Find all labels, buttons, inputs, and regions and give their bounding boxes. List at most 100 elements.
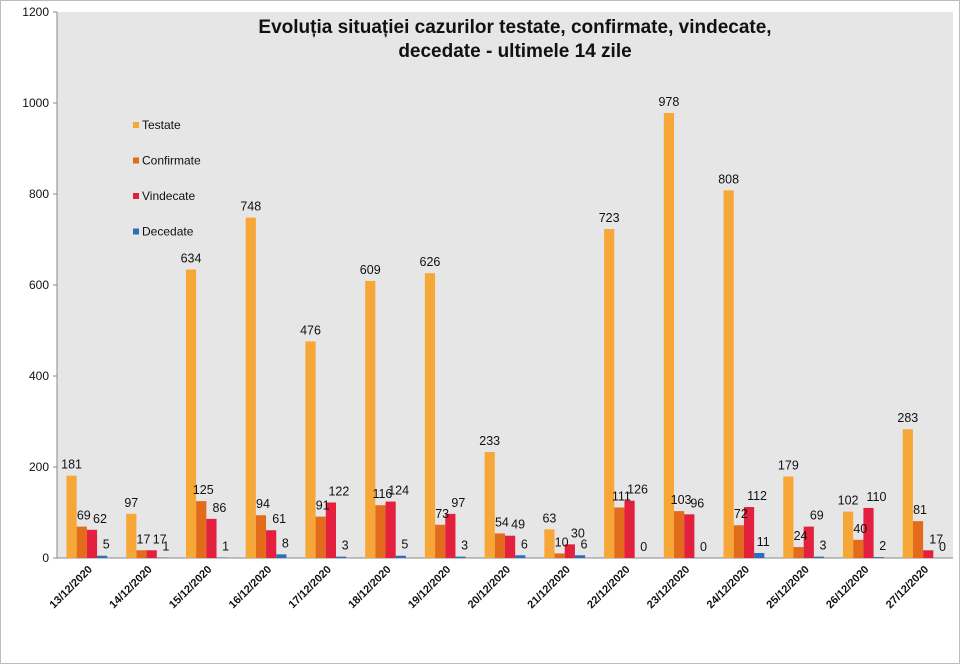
data-label-vindecate: 122 <box>328 484 349 498</box>
data-label-testate: 609 <box>360 263 381 277</box>
data-label-confirmate: 125 <box>193 483 214 497</box>
data-label-decedate: 3 <box>342 539 349 553</box>
data-label-vindecate: 17 <box>929 532 943 546</box>
bar-testate <box>66 475 77 558</box>
bar-decedate <box>813 556 825 558</box>
bar-vindecate <box>86 529 98 558</box>
data-label-confirmate: 54 <box>495 515 509 529</box>
data-label-vindecate: 96 <box>690 496 704 510</box>
bar-vindecate <box>743 507 755 558</box>
data-label-vindecate: 124 <box>388 484 409 498</box>
data-label-vindecate: 86 <box>212 501 226 515</box>
data-label-decedate: 0 <box>939 540 946 554</box>
legend-label-confirmate: Confirmate <box>142 154 201 168</box>
bar-decedate <box>873 557 884 558</box>
bar-vindecate <box>206 518 217 558</box>
data-label-decedate: 11 <box>757 535 770 549</box>
bar-confirmate <box>853 539 864 558</box>
data-label-vindecate: 110 <box>867 490 887 504</box>
data-label-decedate: 0 <box>640 540 647 554</box>
bar-decedate <box>97 555 108 558</box>
data-label-confirmate: 111 <box>612 489 631 503</box>
data-label-vindecate: 30 <box>571 526 585 540</box>
data-label-testate: 808 <box>718 172 739 186</box>
bar-vindecate <box>385 501 396 558</box>
bar-testate <box>365 280 376 558</box>
data-label-testate: 181 <box>61 458 82 472</box>
data-label-vindecate: 69 <box>810 509 824 523</box>
bar-confirmate <box>315 516 326 558</box>
data-label-decedate: 5 <box>401 538 408 552</box>
bar-vindecate <box>624 500 635 558</box>
bar-testate <box>663 113 674 558</box>
data-label-confirmate: 40 <box>853 522 867 536</box>
y-tick-label: 0 <box>42 551 49 565</box>
data-label-decedate: 6 <box>581 537 588 551</box>
bar-confirmate <box>614 507 625 558</box>
legend-label-vindecate: Vindecate <box>142 189 195 203</box>
y-axis-ticks: 0 200 400 600 800 1000 1200 <box>22 5 57 565</box>
bar-vindecate <box>325 502 336 558</box>
data-label-decedate: 5 <box>103 538 110 552</box>
data-label-decedate: 3 <box>461 539 468 553</box>
data-label-vindecate: 97 <box>451 496 465 510</box>
bar-vindecate <box>684 514 695 558</box>
data-label-confirmate: 69 <box>77 509 91 523</box>
bar-testate <box>185 269 197 558</box>
bar-confirmate <box>494 533 505 558</box>
bar-vindecate <box>803 526 814 558</box>
bar-decedate <box>276 554 287 558</box>
data-label-decedate: 6 <box>521 537 528 551</box>
bar-vindecate <box>564 544 575 558</box>
bar-decedate <box>395 555 406 558</box>
legend-swatch-confirmate <box>133 157 139 164</box>
data-label-vindecate: 62 <box>93 512 107 526</box>
bar-testate <box>126 513 137 558</box>
bar-decedate <box>574 555 586 558</box>
y-tick-label: 1200 <box>22 5 49 19</box>
data-label-decedate: 1 <box>162 540 169 554</box>
data-label-confirmate: 10 <box>555 535 569 549</box>
bar-confirmate <box>76 526 87 558</box>
bar-confirmate <box>375 505 386 558</box>
data-label-decedate: 1 <box>222 540 229 554</box>
data-label-vindecate: 49 <box>511 518 525 532</box>
data-label-decedate: 8 <box>282 536 289 550</box>
data-label-testate: 723 <box>599 211 620 225</box>
data-label-testate: 63 <box>542 511 556 525</box>
data-label-testate: 626 <box>420 255 441 269</box>
data-label-confirmate: 91 <box>316 499 330 513</box>
bar-testate <box>723 190 734 559</box>
data-label-testate: 476 <box>300 323 321 337</box>
data-label-testate: 634 <box>181 252 202 266</box>
bar-testate <box>544 529 555 558</box>
bar-testate <box>902 429 913 558</box>
data-label-confirmate: 73 <box>435 507 449 521</box>
y-tick-label: 400 <box>29 369 49 383</box>
data-label-vindecate: 17 <box>153 532 167 546</box>
bar-testate <box>484 451 495 558</box>
bar-decedate <box>754 552 765 558</box>
bar-testate <box>245 217 256 558</box>
legend-swatch-vindecate <box>133 193 139 199</box>
data-label-testate: 978 <box>658 95 679 109</box>
bar-decedate <box>515 555 526 558</box>
legend-swatch-testate <box>133 122 139 128</box>
bar-confirmate <box>733 525 744 558</box>
bar-decedate <box>455 556 466 558</box>
data-label-decedate: 3 <box>819 539 826 553</box>
data-label-confirmate: 94 <box>256 497 270 511</box>
bar-confirmate <box>912 521 924 558</box>
chart-title-line-2: decedate - ultimele 14 zile <box>398 41 631 62</box>
bar-testate <box>783 476 794 558</box>
legend-label-testate: Testate <box>142 118 181 132</box>
data-label-confirmate: 24 <box>794 529 808 543</box>
bar-testate <box>424 273 436 558</box>
bar-vindecate <box>505 535 516 558</box>
data-label-confirmate: 72 <box>734 507 748 521</box>
bar-vindecate <box>445 513 456 558</box>
data-label-testate: 233 <box>479 434 500 448</box>
data-label-decedate: 2 <box>879 539 886 553</box>
